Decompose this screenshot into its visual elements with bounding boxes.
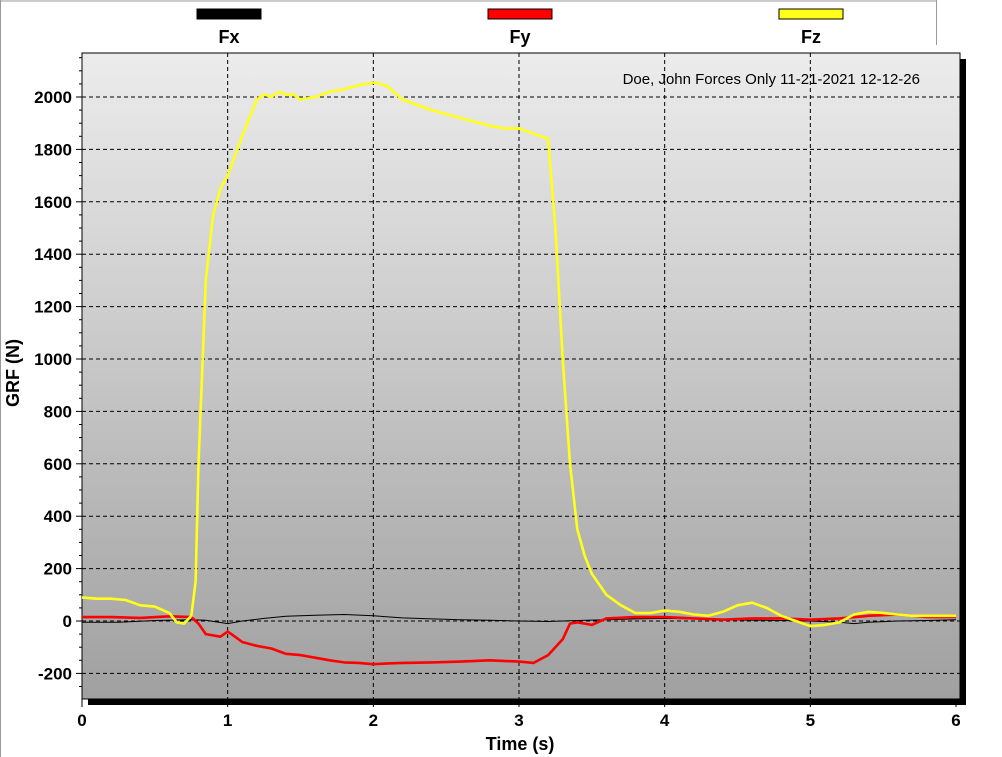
y-tick-label: -200 [38,664,72,683]
y-tick-labels: -200 0 200 400 600 800 1000 1200 1400 1600 1800 200… [34,88,72,683]
legend-label-fx: Fx [218,27,239,47]
x-tick-label: 1 [223,711,232,730]
x-tick-label: 3 [514,711,523,730]
series-line-fy [82,613,956,666]
legend-swatch-fx [196,8,262,20]
y-tick-label: 1000 [34,350,72,369]
x-tick-label: 6 [951,711,960,730]
legend: Fx Fy Fz [196,8,844,47]
y-tick-label: 2000 [34,88,72,107]
series-line-fz [81,81,956,628]
y-tick-label: 800 [44,402,72,421]
series-line-fx [82,614,957,625]
x-tick-label: 2 [369,711,378,730]
x-tick-label: 5 [806,711,815,730]
legend-label-fz: Fz [801,27,821,47]
series-lines [81,81,957,666]
x-tick-labels: 0 1 2 3 4 5 6 [77,711,960,730]
x-tick-label: 0 [77,711,86,730]
axis-ticks [76,57,957,707]
plot-area [81,52,961,700]
x-axis-title: Time (s) [486,734,555,754]
y-tick-label: 200 [44,560,72,579]
x-tick-label: 4 [660,711,670,730]
legend-label-fy: Fy [509,27,530,47]
y-tick-label: 1600 [34,193,72,212]
y-tick-label: 1800 [34,140,72,159]
y-axis-title: GRF (N) [3,339,23,407]
legend-swatch-fy [487,8,553,20]
y-tick-label: 0 [63,612,72,631]
y-tick-label: 600 [44,455,72,474]
y-tick-label: 1200 [34,298,72,317]
legend-swatch-fz [778,8,844,20]
chart-annotation: Doe, John Forces Only 11-21-2021 12-12-2… [623,71,920,88]
y-tick-label: 400 [44,507,72,526]
y-tick-label: 1400 [34,245,72,264]
